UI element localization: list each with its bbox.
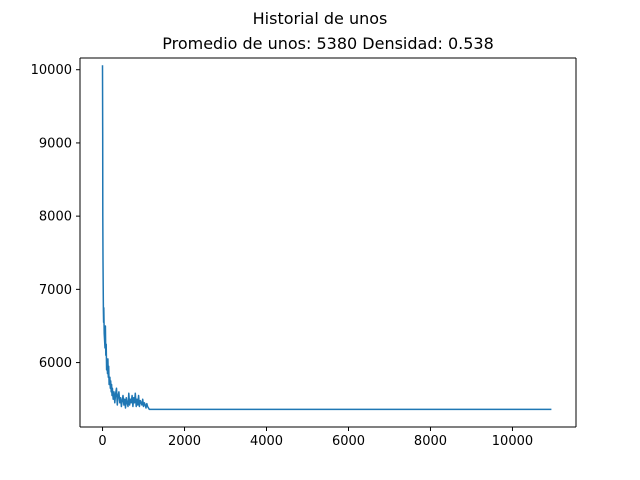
x-tick-label: 2000	[168, 434, 201, 449]
chart-suptitle: Historial de unos	[253, 9, 388, 28]
x-tick-label: 8000	[414, 434, 447, 449]
x-tick-label: 6000	[332, 434, 365, 449]
y-tick-label: 9000	[39, 136, 72, 151]
x-tick-label: 4000	[250, 434, 283, 449]
plot-area: 0 2000 4000 6000 8000 10000 6000 7000 8000 9000 10…	[31, 57, 577, 449]
y-tick-label: 8000	[39, 210, 72, 225]
x-tick-label: 0	[98, 434, 106, 449]
y-tick-label: 10000	[31, 63, 72, 78]
y-tick-label: 7000	[39, 283, 72, 298]
x-tick-label: 10000	[492, 434, 533, 449]
chart-title: Promedio de unos: 5380 Densidad: 0.538	[162, 34, 494, 53]
y-tick-label: 6000	[39, 356, 72, 371]
series-line-0	[101, 65, 552, 411]
